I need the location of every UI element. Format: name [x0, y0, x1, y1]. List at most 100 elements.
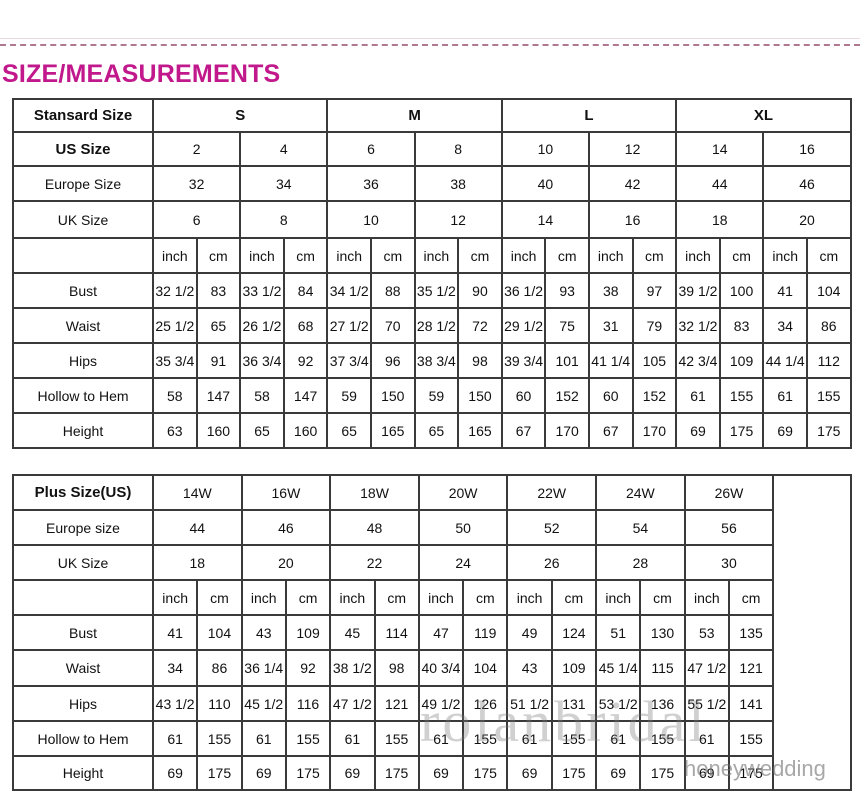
- measure-value: 35 3/4: [152, 342, 198, 379]
- measure-value: 109: [284, 614, 332, 651]
- measure-value: 101: [544, 342, 590, 379]
- size-value: 22: [329, 544, 420, 581]
- unit-cell: cm: [727, 579, 775, 616]
- row-label: Hips: [12, 685, 154, 722]
- row-label: Height: [12, 412, 154, 449]
- size-value: 56: [683, 509, 775, 546]
- unit-cell: cm: [195, 237, 242, 274]
- measure-value: 35 1/2: [413, 272, 460, 309]
- measure-value: 60: [500, 377, 547, 414]
- size-value: 30: [683, 544, 775, 581]
- measure-value: 41: [762, 272, 808, 309]
- size-value: 18: [152, 544, 243, 581]
- blank-cell: [772, 474, 853, 791]
- measure-value: 47 1/2: [683, 649, 730, 687]
- measure-value: 36 1/4: [240, 649, 287, 687]
- measure-value: 36 1/2: [500, 272, 547, 309]
- plus-size-table: Plus Size(US) 14W 16W 18W 20W 22W 24W 26W Europe…: [12, 474, 853, 791]
- measure-value: 43 1/2: [151, 685, 199, 722]
- size-value: 4: [239, 131, 329, 167]
- size-cell: S: [151, 98, 329, 133]
- measure-value: 104: [196, 614, 243, 651]
- unit-cell: inch: [151, 579, 199, 616]
- measure-value: 98: [373, 649, 420, 687]
- measure-value: 105: [631, 342, 678, 379]
- measure-value: 59: [326, 377, 372, 414]
- row-label: Hips: [12, 342, 154, 379]
- size-value: 24: [417, 544, 509, 581]
- measure-value: 65: [239, 412, 285, 449]
- size-value: 20: [240, 544, 332, 581]
- row-label: Bust: [12, 614, 154, 651]
- header-cell: Plus Size(US): [12, 474, 154, 511]
- size-cell: M: [326, 98, 503, 133]
- measure-value: 147: [195, 377, 242, 414]
- measure-value: 63: [152, 412, 198, 449]
- measure-value: 150: [369, 377, 416, 414]
- size-value: 32: [151, 165, 242, 202]
- measure-value: 136: [639, 685, 686, 722]
- size-value: 10: [326, 200, 416, 239]
- measure-value: 27 1/2: [326, 307, 372, 344]
- row-label: UK Size: [12, 544, 154, 581]
- measure-value: 36 3/4: [239, 342, 285, 379]
- size-cell: 24W: [595, 474, 686, 511]
- size-value: 8: [239, 200, 329, 239]
- row-label: Hollow to Hem: [12, 720, 154, 757]
- measure-value: 155: [639, 720, 686, 757]
- measure-value: 68: [282, 307, 329, 344]
- measure-value: 58: [152, 377, 198, 414]
- row-label: Europe Size: [12, 165, 154, 202]
- measure-value: 175: [284, 755, 332, 791]
- measure-value: 61: [762, 377, 808, 414]
- measure-value: 65: [326, 412, 372, 449]
- size-value: 26: [506, 544, 598, 581]
- blank-cell: [12, 237, 154, 274]
- unit-cell: inch: [239, 237, 285, 274]
- measure-value: 175: [373, 755, 420, 791]
- unit-cell: inch: [587, 237, 634, 274]
- measure-value: 65: [413, 412, 460, 449]
- measure-value: 65: [195, 307, 242, 344]
- measure-value: 155: [462, 720, 509, 757]
- measure-value: 67: [500, 412, 547, 449]
- measure-value: 69: [240, 755, 287, 791]
- table-row: Hips 43 1/2 110 45 1/2 116 47 1/2 121 49 1/2 126…: [12, 685, 851, 722]
- unit-cell: cm: [462, 579, 509, 616]
- size-cell: L: [500, 98, 678, 133]
- size-value: 48: [329, 509, 420, 546]
- measure-value: 69: [151, 755, 199, 791]
- size-value: 16: [762, 131, 852, 167]
- size-cell: 20W: [417, 474, 509, 511]
- measure-value: 170: [631, 412, 678, 449]
- table-row: Stansard Size S M L XL: [12, 98, 852, 133]
- unit-cell: inch: [329, 579, 376, 616]
- measure-value: 110: [196, 685, 243, 722]
- unit-cell: inch: [240, 579, 287, 616]
- measure-value: 165: [369, 412, 416, 449]
- measure-value: 43: [506, 649, 553, 687]
- size-value: 8: [413, 131, 503, 167]
- measure-value: 116: [284, 685, 332, 722]
- measure-value: 32 1/2: [675, 307, 721, 344]
- size-value: 52: [506, 509, 598, 546]
- unit-cell: inch: [152, 237, 198, 274]
- measure-value: 152: [544, 377, 590, 414]
- measure-value: 34: [762, 307, 808, 344]
- measure-value: 75: [544, 307, 590, 344]
- size-value: 42: [587, 165, 678, 202]
- measure-value: 165: [457, 412, 503, 449]
- measure-value: 69: [329, 755, 376, 791]
- measure-value: 100: [718, 272, 765, 309]
- table-row: Hips 35 3/4 91 36 3/4 92 37 3/4 96 38 3/4 98 39 3…: [12, 342, 852, 379]
- size-cell: 16W: [240, 474, 332, 511]
- measure-value: 61: [240, 720, 287, 757]
- row-label: Bust: [12, 272, 154, 309]
- unit-cell: inch: [413, 237, 460, 274]
- size-value: 36: [326, 165, 416, 202]
- measure-value: 83: [195, 272, 242, 309]
- measure-value: 84: [282, 272, 329, 309]
- size-value: 18: [675, 200, 765, 239]
- measure-value: 49: [506, 614, 553, 651]
- size-value: 10: [500, 131, 590, 167]
